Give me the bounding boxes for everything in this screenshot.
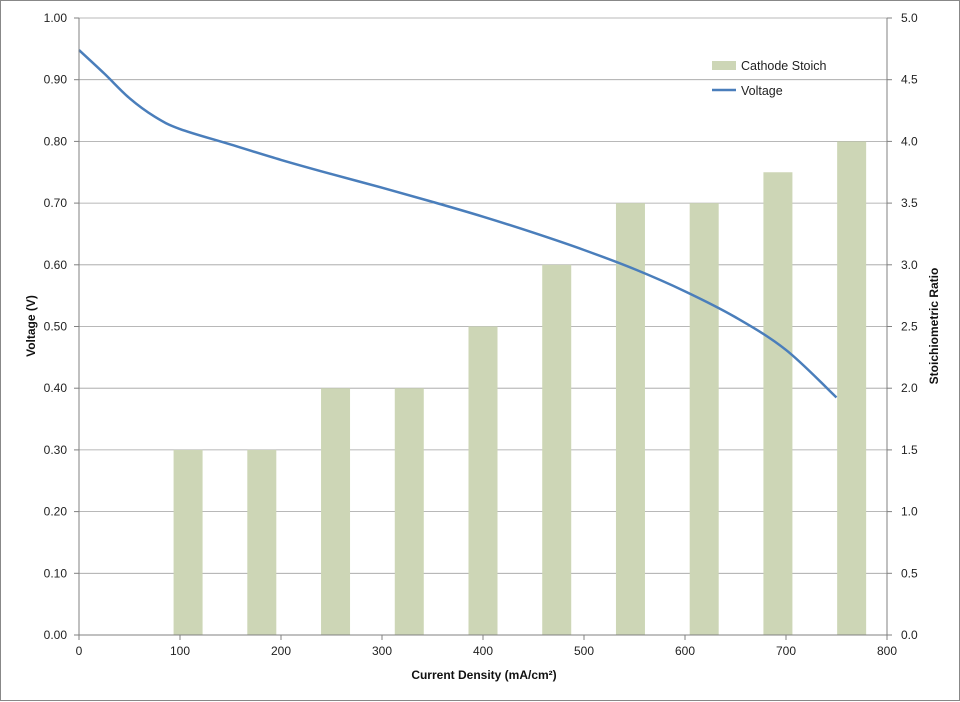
y-right-tick-label: 1.0 — [901, 505, 918, 519]
legend: Cathode Stoich Voltage — [712, 59, 827, 98]
bar-series — [173, 141, 867, 635]
legend-swatch-cathode-stoich — [712, 61, 736, 70]
y-right-tick-label: 5.0 — [901, 11, 918, 25]
axes — [74, 17, 892, 640]
tick-labels: 0.00 0.0 0.10 0.5 0.20 1.0 0.30 1.5 0.40 2.0 0.50 2… — [44, 11, 918, 658]
x-axis-title: Current Density (mA/cm²) — [411, 668, 556, 682]
y-left-tick-label: 0.20 — [44, 505, 68, 519]
y-right-tick-label: 1.5 — [901, 443, 918, 457]
y-left-tick-label: 0.50 — [44, 320, 68, 334]
x-tick-label: 600 — [675, 644, 695, 658]
line-series — [78, 49, 838, 399]
y-left-tick-label: 0.30 — [44, 443, 68, 457]
bar-cathode-stoich — [763, 172, 793, 635]
y-left-tick-label: 1.00 — [44, 11, 68, 25]
bar-cathode-stoich — [837, 141, 867, 635]
bar-cathode-stoich — [468, 326, 498, 635]
bar-cathode-stoich — [321, 388, 351, 635]
x-tick-label: 500 — [574, 644, 594, 658]
y-axis-left-title: Voltage (V) — [24, 295, 38, 357]
y-right-tick-label: 3.0 — [901, 258, 918, 272]
y-right-tick-label: 2.5 — [901, 320, 918, 334]
x-tick-label: 800 — [877, 644, 897, 658]
bar-cathode-stoich — [615, 203, 645, 635]
y-left-tick-label: 0.60 — [44, 258, 68, 272]
y-right-tick-label: 3.5 — [901, 196, 918, 210]
y-right-tick-label: 4.0 — [901, 134, 918, 148]
y-right-tick-label: 0.5 — [901, 566, 918, 580]
x-tick-label: 100 — [170, 644, 190, 658]
y-left-tick-label: 0.80 — [44, 134, 68, 148]
legend-label-voltage: Voltage — [741, 84, 783, 98]
bar-cathode-stoich — [173, 449, 203, 635]
y-left-tick-label: 0.00 — [44, 628, 68, 642]
x-tick-label: 300 — [372, 644, 392, 658]
bar-cathode-stoich — [394, 388, 424, 635]
y-left-tick-label: 0.10 — [44, 566, 68, 580]
y-left-tick-label: 0.90 — [44, 73, 68, 87]
x-tick-label: 0 — [76, 644, 83, 658]
y-right-tick-label: 4.5 — [901, 73, 918, 87]
y-left-tick-label: 0.40 — [44, 381, 68, 395]
line-voltage — [78, 49, 838, 399]
bar-cathode-stoich — [247, 449, 277, 635]
y-axis-right-title: Stoichiometric Ratio — [927, 268, 941, 385]
x-tick-label: 200 — [271, 644, 291, 658]
bar-cathode-stoich — [689, 203, 719, 635]
x-tick-label: 700 — [776, 644, 796, 658]
y-right-tick-label: 2.0 — [901, 381, 918, 395]
y-left-tick-label: 0.70 — [44, 196, 68, 210]
y-right-tick-label: 0.0 — [901, 628, 918, 642]
legend-label-cathode-stoich: Cathode Stoich — [741, 59, 827, 73]
x-tick-label: 400 — [473, 644, 493, 658]
bar-cathode-stoich — [542, 264, 572, 635]
